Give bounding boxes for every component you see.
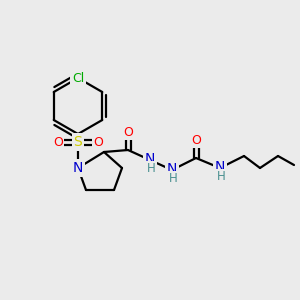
Text: H: H (169, 172, 177, 184)
Text: N: N (145, 152, 155, 166)
Text: Cl: Cl (72, 71, 84, 85)
Text: O: O (123, 125, 133, 139)
Text: N: N (167, 162, 177, 176)
Text: O: O (191, 134, 201, 146)
Text: H: H (217, 169, 225, 182)
Text: N: N (73, 161, 83, 175)
Text: O: O (53, 136, 63, 148)
Text: N: N (215, 160, 225, 174)
Text: S: S (74, 135, 82, 149)
Text: O: O (93, 136, 103, 148)
Text: H: H (147, 161, 155, 175)
